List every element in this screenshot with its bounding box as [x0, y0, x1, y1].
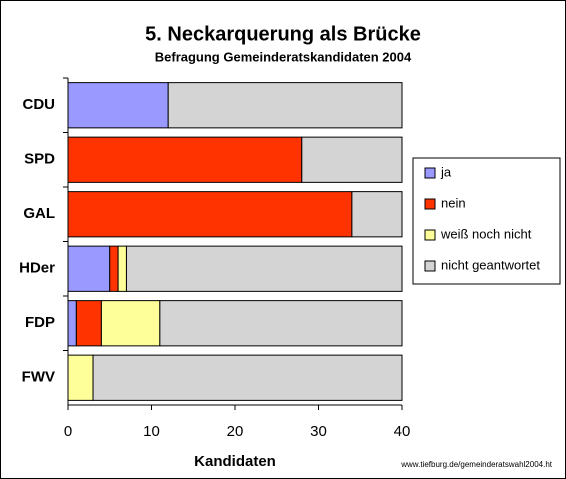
bar-segment — [167, 82, 403, 129]
bar-segment — [67, 136, 303, 183]
legend-box — [412, 157, 561, 285]
chart-subtitle: Befragung Gemeinderatskandidaten 2004 — [155, 49, 412, 64]
footer: www.tiefburg.de/gemeinderatswahl2004.ht — [400, 460, 553, 469]
y-tick-label: FWV — [22, 369, 55, 386]
bar-segment — [67, 191, 353, 238]
legend-swatch — [424, 198, 436, 210]
chart-title: 5. Neckarquerung als Brücke — [145, 23, 421, 45]
y-tick-label: HDer — [19, 260, 55, 277]
bar-segment — [67, 82, 169, 129]
bar-segment — [67, 300, 77, 347]
bar-segment — [301, 136, 403, 183]
x-tick-label: 10 — [143, 423, 160, 440]
x-axis-label: Kandidaten — [194, 453, 276, 470]
legend-label: ja — [440, 164, 452, 179]
bar-segment — [100, 300, 161, 347]
bar-segment — [67, 245, 111, 292]
y-tick-label: FDP — [25, 314, 55, 331]
bar-segment — [117, 245, 127, 292]
bar-segment — [109, 245, 119, 292]
bar-segment — [67, 354, 94, 401]
legend-swatch — [424, 260, 436, 272]
x-tick-label: 0 — [64, 423, 72, 440]
bar-segment — [92, 354, 403, 401]
legend-label: weiß noch nicht — [440, 226, 532, 241]
bar-segment — [125, 245, 403, 292]
legend-label: nein — [441, 195, 466, 210]
bar-segment — [75, 300, 102, 347]
bar-segment — [351, 191, 403, 238]
y-tick-label: SPD — [24, 151, 55, 168]
y-tick-label: CDU — [23, 96, 56, 113]
legend-label: nicht geantwortet — [441, 257, 540, 272]
y-tick-label: GAL — [23, 205, 55, 222]
x-tick-label: 20 — [227, 423, 244, 440]
legend-swatch — [424, 167, 436, 179]
x-tick-label: 30 — [310, 423, 327, 440]
bar-segment — [159, 300, 403, 347]
x-tick-label: 40 — [394, 423, 411, 440]
legend-swatch — [424, 229, 436, 241]
